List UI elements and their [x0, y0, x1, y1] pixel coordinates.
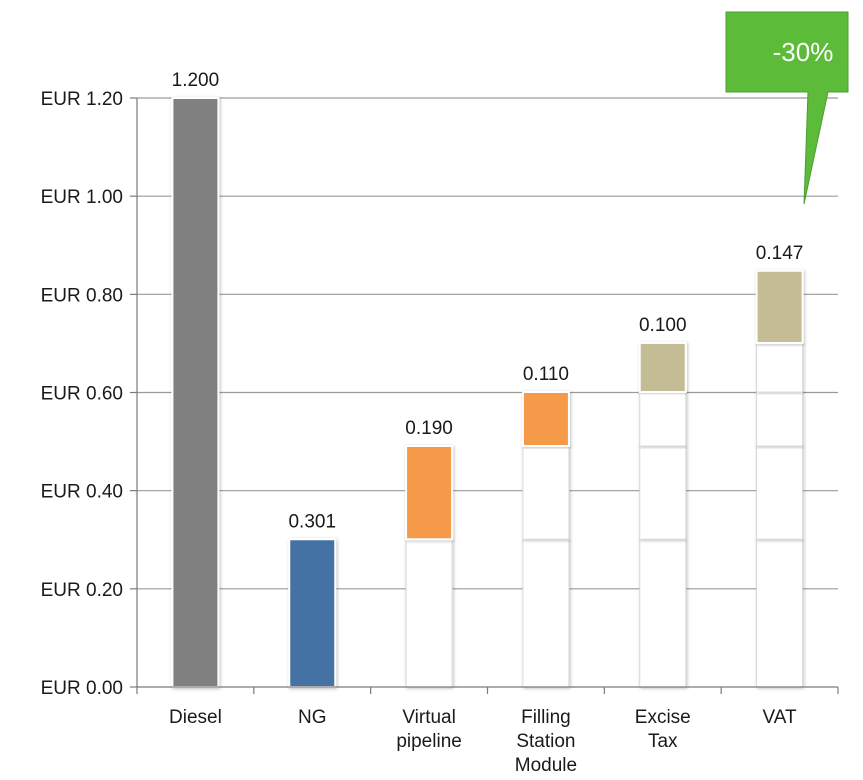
y-tick-label: EUR 0.60: [41, 384, 123, 405]
bar: [638, 341, 687, 394]
waterfall-base-segment: [522, 445, 570, 540]
bar: [521, 391, 570, 448]
waterfall-base-segment: [756, 342, 804, 393]
y-axis: EUR 0.00 EUR 0.20 EUR 0.40 EUR 0.60 EUR 0.80…: [41, 89, 138, 699]
waterfall-base-segment: [756, 445, 804, 540]
bar: [755, 269, 804, 344]
y-tick-label: EUR 0.80: [41, 285, 123, 306]
waterfall-base-segment: [756, 391, 804, 447]
x-tick-label: Virtual: [402, 707, 456, 728]
x-tick-label: Tax: [648, 731, 678, 752]
bars: [171, 97, 804, 688]
y-tick-label: EUR 1.00: [41, 187, 123, 208]
data-label: 0.100: [639, 315, 687, 336]
x-tick-label: VAT: [763, 707, 798, 728]
x-tick-label: Filling: [521, 707, 571, 728]
x-tick-label: Diesel: [169, 707, 222, 728]
bar: [288, 538, 337, 688]
bar: [171, 97, 220, 688]
waterfall-base-segment: [522, 538, 570, 688]
waterfall-base-segment: [756, 538, 804, 688]
x-tick-label: Excise: [635, 707, 691, 728]
gridlines: [137, 97, 838, 590]
x-tick-label: NG: [298, 707, 327, 728]
callout: -30%: [725, 11, 849, 205]
x-axis: Diesel NG Virtual pipeline Filling Station Mod…: [136, 686, 839, 776]
x-tick-label: pipeline: [396, 731, 462, 752]
callout-shape: [725, 11, 849, 205]
data-label: 0.147: [756, 243, 804, 264]
waterfall-base-segment: [405, 538, 453, 688]
y-tick-label: EUR 0.00: [41, 678, 123, 699]
y-tick-label: EUR 1.20: [41, 89, 123, 110]
data-label: 0.110: [523, 364, 569, 385]
waterfall-base-segment: [639, 445, 687, 540]
waterfall-base-segment: [639, 538, 687, 688]
waterfall-base-segment: [639, 391, 687, 447]
x-tick-label: Module: [515, 755, 577, 776]
y-tick-label: EUR 0.20: [41, 580, 123, 601]
data-labels: 1.200 0.301 0.190 0.110 0.100 0.147: [172, 70, 804, 532]
x-tick-label: Station: [516, 731, 575, 752]
bar: [405, 445, 454, 541]
y-tick-label: EUR 0.40: [41, 482, 123, 503]
callout-text: -30%: [773, 37, 834, 67]
data-label: 1.200: [172, 70, 220, 91]
data-label: 0.301: [288, 511, 336, 532]
data-label: 0.190: [405, 418, 453, 439]
